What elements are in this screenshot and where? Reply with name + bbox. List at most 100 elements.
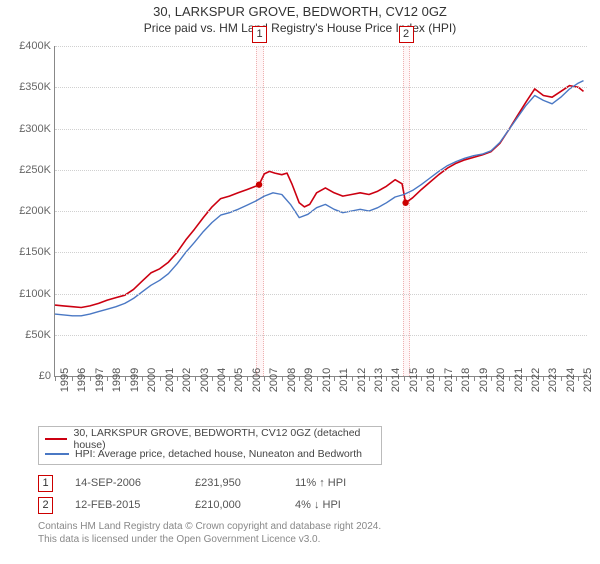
x-tick	[160, 376, 161, 381]
x-tick	[421, 376, 422, 381]
x-tick	[195, 376, 196, 381]
y-gridline	[55, 170, 587, 171]
x-axis-label: 2000	[146, 368, 158, 392]
legend-swatch	[45, 453, 69, 455]
x-tick	[90, 376, 91, 381]
y-gridline	[55, 252, 587, 253]
y-axis-label: £50K	[25, 329, 51, 341]
y-gridline	[55, 211, 587, 212]
sale-marker-box: 2	[38, 497, 53, 514]
x-axis-label: 2005	[233, 368, 245, 392]
x-axis-label: 2011	[338, 368, 350, 392]
series-price_paid	[55, 86, 584, 308]
x-tick	[404, 376, 405, 381]
x-tick	[264, 376, 265, 381]
series-hpi	[55, 81, 584, 316]
y-gridline	[55, 294, 587, 295]
x-tick	[474, 376, 475, 381]
x-axis-label: 2006	[251, 368, 263, 392]
x-tick	[543, 376, 544, 381]
x-tick	[561, 376, 562, 381]
y-gridline	[55, 335, 587, 336]
x-axis-label: 2004	[216, 368, 228, 392]
x-tick	[229, 376, 230, 381]
sale-marker-box: 1	[38, 475, 53, 492]
y-axis-label: £250K	[19, 164, 51, 176]
legend-box: 30, LARKSPUR GROVE, BEDWORTH, CV12 0GZ (…	[38, 426, 382, 465]
sale-delta: 11% ↑ HPI	[295, 477, 385, 489]
x-axis-label: 2001	[164, 368, 176, 392]
x-axis-label: 2017	[443, 368, 455, 392]
x-tick	[212, 376, 213, 381]
x-axis-label: 2016	[425, 368, 437, 392]
sale-price: £231,950	[195, 477, 295, 489]
sale-date: 14-SEP-2006	[75, 477, 195, 489]
x-axis-label: 2020	[495, 368, 507, 392]
x-axis-label: 2018	[460, 368, 472, 392]
sale-marker-dot	[256, 181, 262, 187]
legend-row: 30, LARKSPUR GROVE, BEDWORTH, CV12 0GZ (…	[45, 431, 375, 446]
x-axis-label: 1997	[94, 368, 106, 392]
x-axis-label: 2003	[199, 368, 211, 392]
x-tick	[334, 376, 335, 381]
x-axis-label: 2021	[513, 368, 525, 392]
sale-row: 1 14-SEP-2006£231,95011% ↑ HPI	[38, 472, 385, 494]
x-tick	[177, 376, 178, 381]
y-axis-label: £350K	[19, 81, 51, 93]
x-axis-label: 1998	[111, 368, 123, 392]
sale-price: £210,000	[195, 499, 295, 511]
x-axis-label: 2009	[303, 368, 315, 392]
x-axis-label: 2014	[390, 368, 402, 392]
x-axis-label: 2015	[408, 368, 420, 392]
x-tick	[369, 376, 370, 381]
y-gridline	[55, 87, 587, 88]
x-axis-label: 2024	[565, 368, 577, 392]
sale-date: 12-FEB-2015	[75, 499, 195, 511]
legend-label: HPI: Average price, detached house, Nune…	[75, 448, 362, 460]
chart-subtitle: Price paid vs. HM Land Registry's House …	[0, 21, 600, 35]
x-axis-label: 2007	[268, 368, 280, 392]
y-gridline	[55, 46, 587, 47]
x-tick	[386, 376, 387, 381]
sale-callout-2: 2	[399, 26, 414, 43]
x-axis-label: 2023	[547, 368, 559, 392]
x-tick	[509, 376, 510, 381]
x-tick	[107, 376, 108, 381]
y-axis-label: £150K	[19, 246, 51, 258]
x-tick	[317, 376, 318, 381]
x-axis-label: 2008	[286, 368, 298, 392]
x-axis-label: 2013	[373, 368, 385, 392]
legend-swatch	[45, 438, 67, 440]
legend-row: HPI: Average price, detached house, Nune…	[45, 446, 375, 461]
chart-plot-area: £0£50K£100K£150K£200K£250K£300K£350K£400…	[54, 46, 587, 377]
x-tick	[456, 376, 457, 381]
x-tick	[142, 376, 143, 381]
x-axis-label: 1995	[59, 368, 71, 392]
sale-delta: 4% ↓ HPI	[295, 499, 385, 511]
x-tick	[125, 376, 126, 381]
x-axis-label: 2022	[530, 368, 542, 392]
sale-row: 2 12-FEB-2015£210,0004% ↓ HPI	[38, 494, 385, 516]
x-tick	[55, 376, 56, 381]
x-tick	[299, 376, 300, 381]
x-axis-label: 1996	[76, 368, 88, 392]
chart-title: 30, LARKSPUR GROVE, BEDWORTH, CV12 0GZ	[0, 4, 600, 19]
y-axis-label: £0	[39, 370, 51, 382]
x-axis-label: 2012	[356, 368, 368, 392]
x-axis-label: 2002	[181, 368, 193, 392]
sale-marker-dot	[402, 200, 408, 206]
x-tick	[352, 376, 353, 381]
y-gridline	[55, 129, 587, 130]
x-tick	[439, 376, 440, 381]
x-tick	[526, 376, 527, 381]
x-tick	[491, 376, 492, 381]
x-tick	[282, 376, 283, 381]
x-tick	[72, 376, 73, 381]
footer-line1: Contains HM Land Registry data © Crown c…	[38, 520, 381, 533]
footer-line2: This data is licensed under the Open Gov…	[38, 533, 381, 546]
y-axis-label: £100K	[19, 288, 51, 300]
x-axis-label: 2019	[478, 368, 490, 392]
y-axis-label: £300K	[19, 123, 51, 135]
y-axis-label: £400K	[19, 40, 51, 52]
sale-callout-1: 1	[252, 26, 267, 43]
